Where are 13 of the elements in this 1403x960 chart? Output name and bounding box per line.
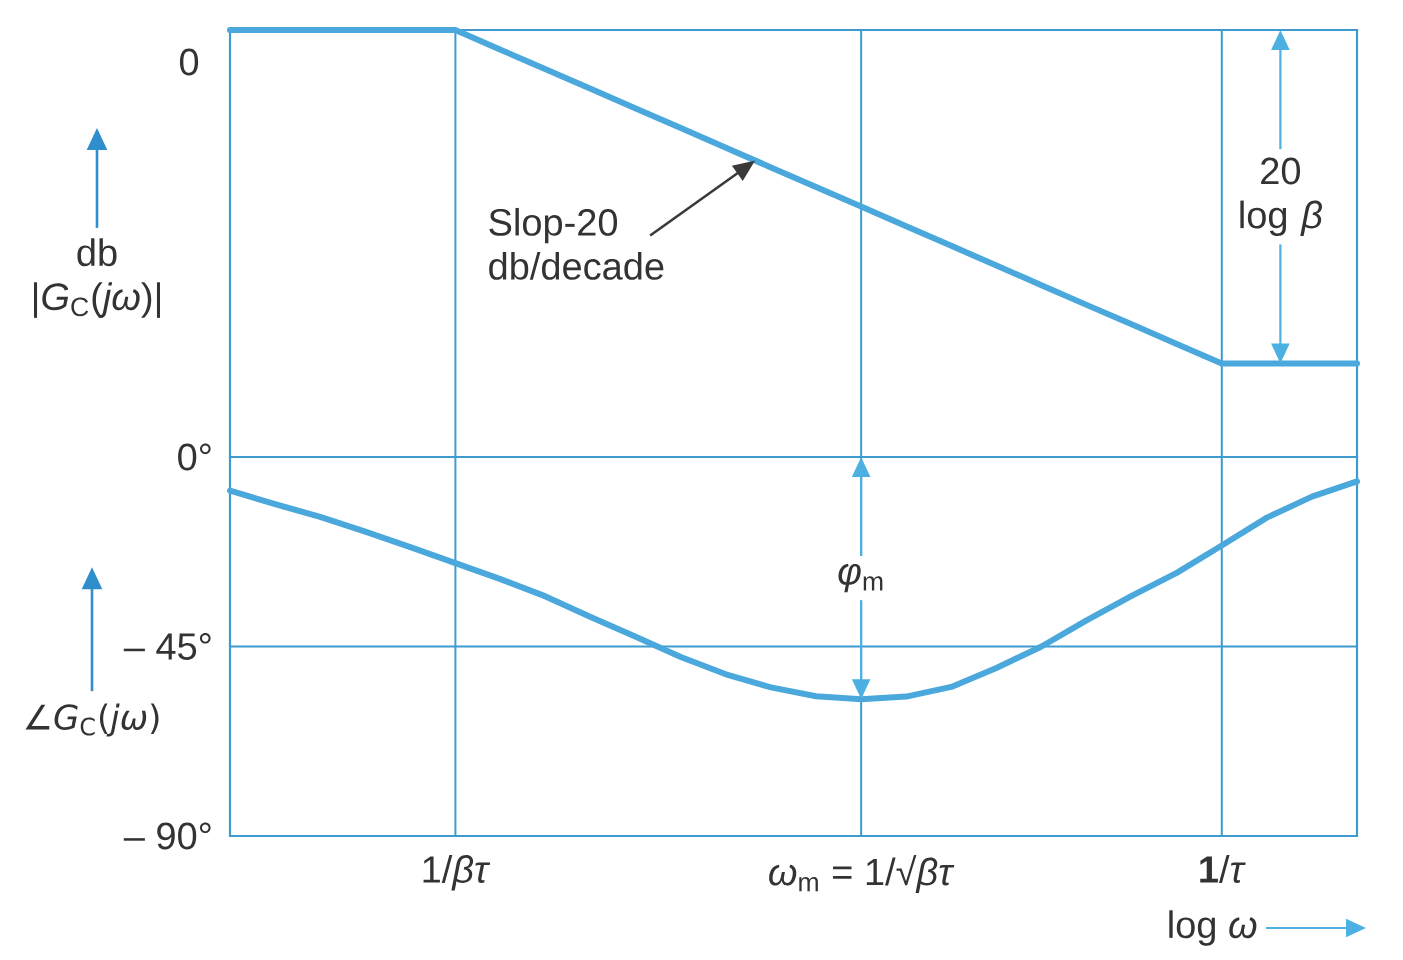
annotation: 20 log β xyxy=(1240,157,1322,236)
text: 0 xyxy=(179,48,199,76)
annotation: φ$_{m}$ xyxy=(838,563,883,593)
annotation: Slop-20 db/decade xyxy=(489,207,664,280)
y-axis-title: ∠G$_{C}$(jω) xyxy=(25,703,159,737)
y-tick-label: – 45° xyxy=(123,633,211,660)
y-tick-label: 0° xyxy=(178,443,211,471)
x-axis-title: log ω xyxy=(1169,910,1257,946)
x-tick-label: 1/τ xyxy=(1200,855,1246,883)
y-axis-title: db |G$_{C}$(jω)| xyxy=(33,238,161,318)
x-tick-label: 1/βτ xyxy=(423,855,491,891)
x-tick-label: ω$_{m}$ = 1/√βτ xyxy=(769,855,955,893)
y-tick-label: – 90° xyxy=(123,822,211,850)
